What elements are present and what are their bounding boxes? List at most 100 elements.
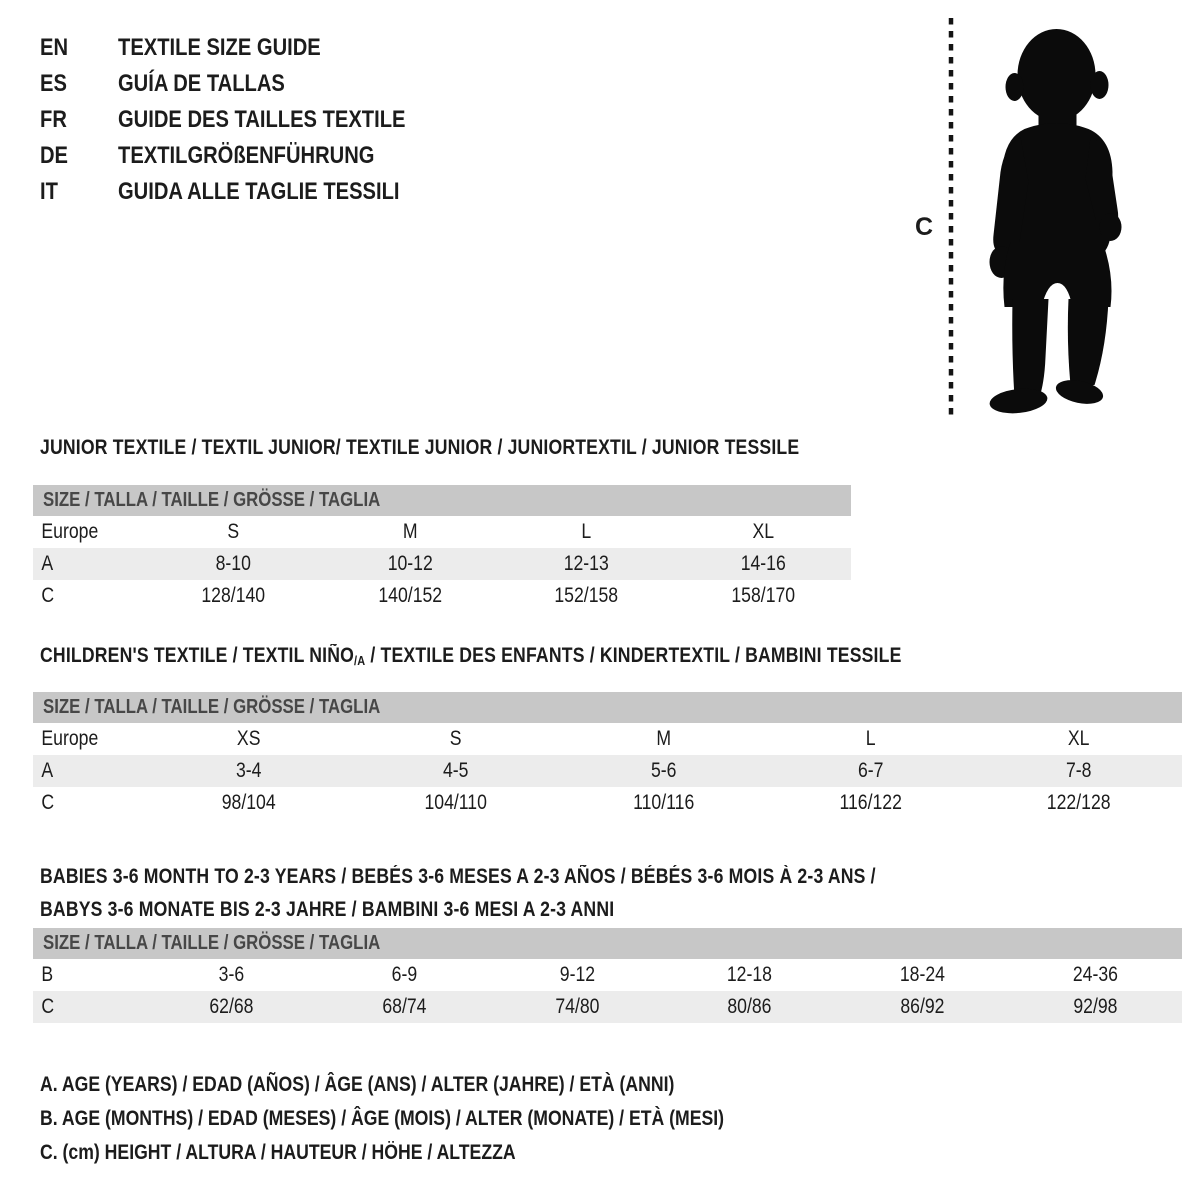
children-size-cell: S [450,727,462,750]
lang-code-en: EN [40,34,69,61]
children-row-height: C 98/104 104/110 110/116 116/122 122/128 [33,787,1182,819]
junior-age-cell: 10-12 [387,552,433,575]
size-header-label: SIZE / TALLA / TAILLE / GRÖSSE / TAGLIA [43,696,381,718]
region-label: Europe [41,520,99,543]
junior-row-age: A 8-10 10-12 12-13 14-16 [33,548,851,580]
junior-height-cell: 152/158 [554,584,619,607]
size-header-label: SIZE / TALLA / TAILLE / GRÖSSE / TAGLIA [43,932,381,954]
babies-height-cell: 68/74 [382,995,427,1018]
babies-height-cell: 92/98 [1073,995,1118,1018]
junior-height-cell: 140/152 [377,584,442,607]
children-row-europe: Europe XS S M L XL [33,723,1182,755]
lang-row-es: ES GUÍA DE TALLAS [40,66,600,102]
children-table-header-bar: SIZE / TALLA / TAILLE / GRÖSSE / TAGLIA [33,692,1182,723]
children-title-part1: CHILDREN'S TEXTILE / TEXTIL NIÑO [40,644,355,667]
babies-table-header-bar: SIZE / TALLA / TAILLE / GRÖSSE / TAGLIA [33,928,1182,959]
legend-a-text: A. AGE (YEARS) / EDAD (AÑOS) / ÂGE (ANS)… [40,1073,675,1096]
babies-height-cell: 74/80 [554,995,600,1018]
lang-row-fr: FR GUIDE DES TAILLES TEXTILE [40,102,600,138]
children-size-cell: XS [236,727,261,750]
children-title-text: CHILDREN'S TEXTILE / TEXTIL NIÑO/A / TEX… [40,645,902,669]
children-age-cell: 6-7 [858,759,884,782]
children-title-sub: /A [354,653,366,668]
children-height-cell: 104/110 [424,791,488,814]
junior-section-title: JUNIOR TEXTILE / TEXTIL JUNIOR/ TEXTILE … [40,437,1200,459]
children-section-title: CHILDREN'S TEXTILE / TEXTIL NIÑO/A / TEX… [40,645,1200,669]
babies-height-cell: 86/92 [900,995,945,1018]
region-label: Europe [41,727,99,750]
legend-line-b: B. AGE (MONTHS) / EDAD (MESES) / ÂGE (MO… [40,1102,1200,1136]
children-age-cell: 5-6 [650,759,677,782]
lang-label-it: GUIDA ALLE TAGLIE TESSILI [118,178,400,205]
row-a-label: A [41,759,54,782]
lang-row-en: EN TEXTILE SIZE GUIDE [40,30,600,66]
children-height-cell: 116/122 [839,791,903,814]
lang-code-it: IT [40,178,58,205]
lang-label-de: TEXTILGRÖßENFÜHRUNG [118,142,375,169]
size-header-label: SIZE / TALLA / TAILLE / GRÖSSE / TAGLIA [43,489,381,511]
children-height-cell: 110/116 [632,791,695,814]
junior-row-europe: Europe S M L XL [33,516,851,548]
height-figure: C [903,15,1153,421]
babies-month-cell: 9-12 [559,963,595,986]
row-a-label: A [41,552,54,575]
junior-title-text: JUNIOR TEXTILE / TEXTIL JUNIOR/ TEXTILE … [40,436,800,459]
height-measure-line [948,18,954,418]
babies-height-cell: 62/68 [209,995,254,1018]
junior-size-table: SIZE / TALLA / TAILLE / GRÖSSE / TAGLIA … [33,485,851,612]
legend-line-a: A. AGE (YEARS) / EDAD (AÑOS) / ÂGE (ANS)… [40,1068,1200,1102]
lang-code-es: ES [40,70,67,97]
junior-size-cell: XL [751,520,774,543]
measure-legend: A. AGE (YEARS) / EDAD (AÑOS) / ÂGE (ANS)… [40,1068,1200,1170]
babies-month-cell: 18-24 [900,963,946,986]
toddler-silhouette [989,29,1122,414]
junior-table-header-bar: SIZE / TALLA / TAILLE / GRÖSSE / TAGLIA [33,485,851,516]
babies-row-height: C 62/68 68/74 74/80 80/86 86/92 92/98 [33,991,1182,1023]
children-size-table: SIZE / TALLA / TAILLE / GRÖSSE / TAGLIA … [33,692,1182,819]
lang-row-de: DE TEXTILGRÖßENFÜHRUNG [40,138,600,174]
junior-height-cell: 128/140 [201,584,266,607]
babies-month-cell: 24-36 [1073,963,1119,986]
junior-height-cell: 158/170 [730,584,795,607]
lang-code-de: DE [40,142,69,169]
children-row-age: A 3-4 4-5 5-6 6-7 7-8 [33,755,1182,787]
children-age-cell: 7-8 [1065,759,1092,782]
junior-age-cell: 14-16 [740,552,786,575]
row-c-label: C [41,791,55,814]
legend-b-text: B. AGE (MONTHS) / EDAD (MESES) / ÂGE (MO… [40,1107,725,1130]
junior-size-cell: L [581,520,592,543]
junior-age-cell: 8-10 [215,552,251,575]
children-height-cell: 122/128 [1046,791,1111,814]
babies-title-line2: BABYS 3-6 MONATE BIS 2-3 JAHRE / BAMBINI… [40,898,615,921]
row-c-label: C [41,995,55,1018]
children-size-cell: L [865,727,876,750]
children-height-cell: 98/104 [221,791,276,814]
babies-section-title: BABIES 3-6 MONTH TO 2-3 YEARS / BEBÉS 3-… [40,860,1200,926]
children-age-cell: 3-4 [235,759,262,782]
row-c-label: C [41,584,55,607]
children-size-cell: M [656,727,671,750]
babies-month-cell: 12-18 [727,963,773,986]
babies-height-cell: 80/86 [727,995,772,1018]
lang-label-es: GUÍA DE TALLAS [118,70,285,97]
babies-size-table: SIZE / TALLA / TAILLE / GRÖSSE / TAGLIA … [33,928,1182,1023]
junior-age-cell: 12-13 [563,552,609,575]
junior-size-cell: S [227,520,240,543]
babies-row-months: B 3-6 6-9 9-12 12-18 18-24 24-36 [33,959,1182,991]
language-title-list: EN TEXTILE SIZE GUIDE ES GUÍA DE TALLAS … [40,30,600,210]
junior-row-height: C 128/140 140/152 152/158 158/170 [33,580,851,612]
legend-c-text: C. (cm) HEIGHT / ALTURA / HAUTEUR / HÖHE… [40,1141,516,1164]
children-age-cell: 4-5 [443,759,469,782]
junior-size-cell: M [402,520,418,543]
lang-label-en: TEXTILE SIZE GUIDE [118,34,321,61]
babies-title-line1: BABIES 3-6 MONTH TO 2-3 YEARS / BEBÉS 3-… [40,865,876,888]
babies-month-cell: 6-9 [391,963,417,986]
legend-line-c: C. (cm) HEIGHT / ALTURA / HAUTEUR / HÖHE… [40,1136,1200,1170]
babies-month-cell: 3-6 [218,963,245,986]
lang-code-fr: FR [40,106,67,133]
row-b-label: B [41,963,54,986]
children-size-cell: XL [1067,727,1090,750]
lang-row-it: IT GUIDA ALLE TAGLIE TESSILI [40,174,600,210]
toddler-head [1017,29,1096,121]
